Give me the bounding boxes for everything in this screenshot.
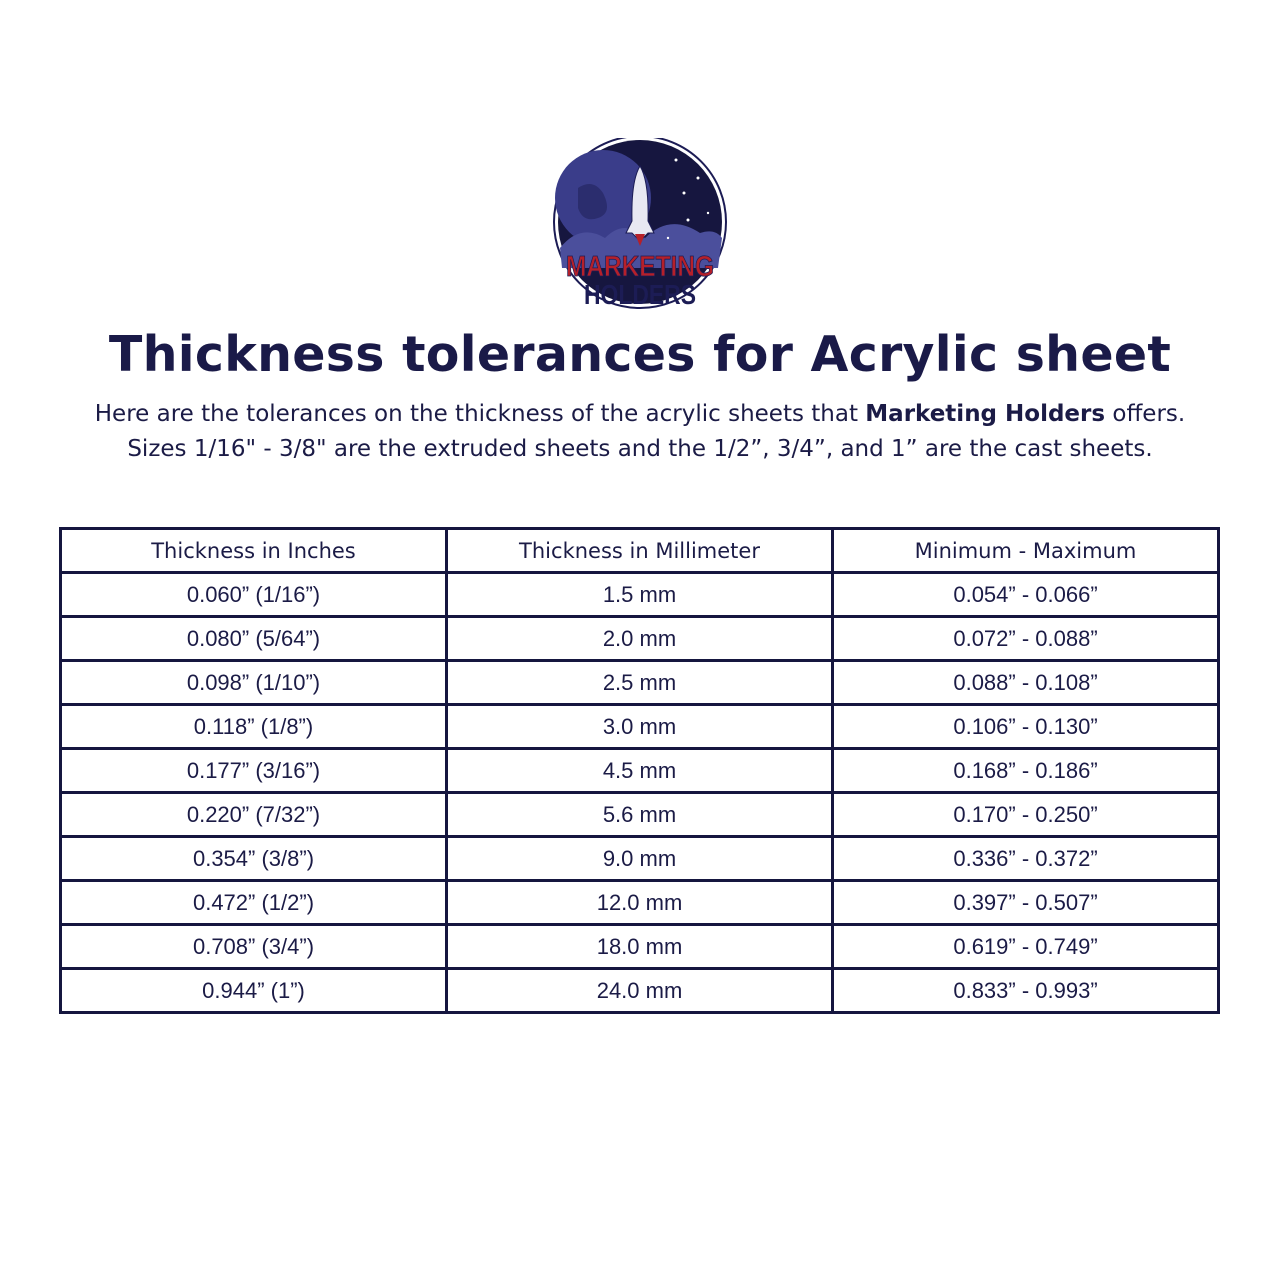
table-header-row: Thickness in Inches Thickness in Millime… [59,527,1220,574]
cell-millimeter: 2.0 mm [445,615,834,662]
cell-millimeter: 12.0 mm [445,879,834,926]
table-row: 0.220” (7/32”) 5.6 mm 0.170” - 0.250” [59,791,1220,838]
cell-min-max: 0.397” - 0.507” [831,879,1220,926]
cell-min-max: 0.072” - 0.088” [831,615,1220,662]
cell-min-max: 0.833” - 0.993” [831,967,1220,1014]
cell-inches: 0.080” (5/64”) [59,615,448,662]
cell-min-max: 0.170” - 0.250” [831,791,1220,838]
cell-millimeter: 4.5 mm [445,747,834,794]
cell-millimeter: 2.5 mm [445,659,834,706]
page-title: Thickness tolerances for Acrylic sheet [108,326,1172,383]
column-header-millimeter: Thickness in Millimeter [445,527,834,574]
cell-min-max: 0.168” - 0.186” [831,747,1220,794]
table-row: 0.472” (1/2”) 12.0 mm 0.397” - 0.507” [59,879,1220,926]
cell-millimeter: 18.0 mm [445,923,834,970]
marketing-holders-logo: MARKETING HOLDERS [548,135,732,310]
subtitle-line-1: Here are the tolerances on the thickness… [0,401,1280,427]
subtitle-text: offers. [1105,401,1186,427]
column-header-min-max: Minimum - Maximum [831,527,1220,574]
tolerance-table: Thickness in Inches Thickness in Millime… [59,527,1220,1014]
cell-inches: 0.060” (1/16”) [59,571,448,618]
table-row: 0.708” (3/4”) 18.0 mm 0.619” - 0.749” [59,923,1220,970]
cell-millimeter: 5.6 mm [445,791,834,838]
logo-text-marketing: MARKETING [566,251,714,283]
cell-inches: 0.354” (3/8”) [59,835,448,882]
cell-millimeter: 3.0 mm [445,703,834,750]
table-row: 0.098” (1/10”) 2.5 mm 0.088” - 0.108” [59,659,1220,706]
cell-inches: 0.944” (1”) [59,967,448,1014]
table-row: 0.354” (3/8”) 9.0 mm 0.336” - 0.372” [59,835,1220,882]
column-header-inches: Thickness in Inches [59,527,448,574]
logo-text-holders: HOLDERS [584,279,696,310]
cell-min-max: 0.106” - 0.130” [831,703,1220,750]
cell-inches: 0.472” (1/2”) [59,879,448,926]
cell-min-max: 0.336” - 0.372” [831,835,1220,882]
cell-inches: 0.118” (1/8”) [59,703,448,750]
cell-millimeter: 9.0 mm [445,835,834,882]
cell-millimeter: 1.5 mm [445,571,834,618]
cell-min-max: 0.054” - 0.066” [831,571,1220,618]
cell-inches: 0.177” (3/16”) [59,747,448,794]
table-row: 0.080” (5/64”) 2.0 mm 0.072” - 0.088” [59,615,1220,662]
table-row: 0.177” (3/16”) 4.5 mm 0.168” - 0.186” [59,747,1220,794]
cell-inches: 0.098” (1/10”) [59,659,448,706]
subtitle-line-2: Sizes 1/16" - 3/8" are the extruded shee… [127,436,1153,462]
cell-inches: 0.708” (3/4”) [59,923,448,970]
cell-millimeter: 24.0 mm [445,967,834,1014]
table-row: 0.118” (1/8”) 3.0 mm 0.106” - 0.130” [59,703,1220,750]
subtitle-text: Here are the tolerances on the thickness… [94,401,866,427]
cell-min-max: 0.088” - 0.108” [831,659,1220,706]
table-row: 0.060” (1/16”) 1.5 mm 0.054” - 0.066” [59,571,1220,618]
cell-inches: 0.220” (7/32”) [59,791,448,838]
table-row: 0.944” (1”) 24.0 mm 0.833” - 0.993” [59,967,1220,1014]
brand-name: Marketing Holders [865,401,1106,427]
cell-min-max: 0.619” - 0.749” [831,923,1220,970]
